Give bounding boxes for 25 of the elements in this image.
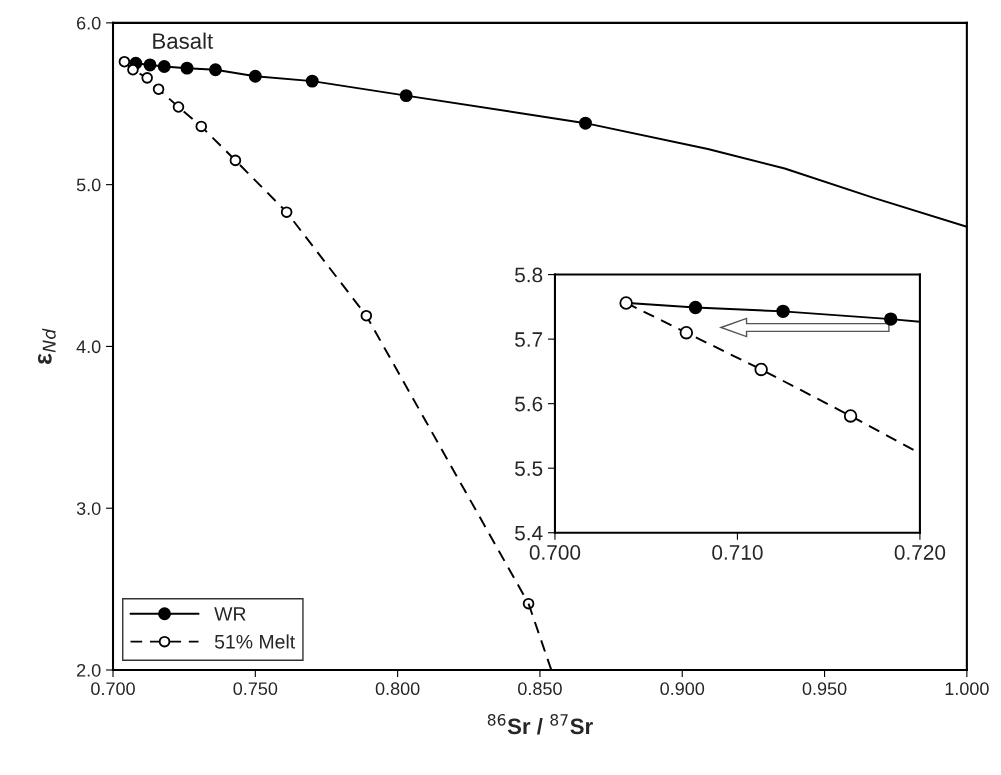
y-axis-title: ε$_{Nd}$: [37, 328, 56, 364]
y-tick-label: 5.4: [515, 525, 543, 541]
x-tick-label: 0.750: [233, 682, 278, 696]
legend-label: 51% Melt: [214, 634, 296, 649]
x-tick-label: 0.850: [518, 682, 562, 696]
x-tick-label: 0.800: [375, 682, 420, 696]
x-tick-label: 0.720: [894, 545, 946, 560]
x-tick-label: 0.710: [712, 545, 763, 560]
y-tick-label: 3.0: [76, 502, 101, 515]
y-tick-label: 5.0: [76, 178, 101, 192]
y-tick-label: 6.0: [77, 16, 101, 30]
x-tick-label: 0.950: [802, 682, 847, 696]
legend-label: WR: [214, 607, 246, 621]
x-tick-label: 0.900: [660, 682, 705, 696]
x-tick-label: 0.700: [529, 545, 581, 560]
y-tick-label: 5.8: [515, 267, 543, 283]
annotation: Basalt: [153, 32, 214, 49]
y-tick-label: 5.7: [515, 332, 543, 347]
y-tick-label: 5.5: [515, 461, 543, 476]
y-tick-label: 2.0: [77, 663, 101, 677]
x-tick-label: 0.700: [91, 682, 135, 696]
y-tick-label: 5.6: [515, 396, 543, 412]
x-tick-label: 1.000: [945, 682, 989, 696]
y-tick-label: 4.0: [76, 340, 101, 354]
x-axis-title: $^{86}$Sr / $^{87}$Sr: [487, 713, 593, 735]
